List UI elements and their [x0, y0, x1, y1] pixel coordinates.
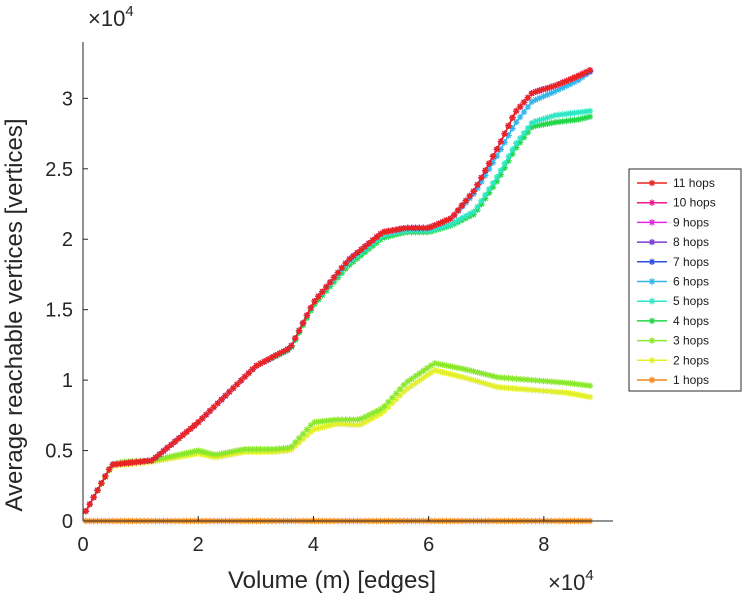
legend-marker [648, 179, 656, 187]
series-line [85, 369, 591, 512]
series-line [85, 70, 591, 512]
y-tick-label: 2 [62, 229, 73, 251]
series-markers [82, 66, 594, 515]
y-ticks: 0 0.5 1 1.5 2 2.5 3 [45, 88, 88, 533]
legend-item: 3 hops [637, 334, 709, 348]
legend-marker [648, 219, 656, 226]
legend-label: 11 hops [673, 176, 715, 190]
legend-label: 8 hops [673, 235, 709, 249]
legend-label: 5 hops [673, 294, 709, 308]
series-8-hops [82, 66, 594, 515]
legend: 11 hops 10 hops 9 hops 8 hops 7 hops 6 hops 5 … [628, 168, 742, 392]
x-tick-label: 8 [538, 534, 549, 556]
legend-marker [648, 199, 656, 206]
legend-label: 4 hops [673, 314, 709, 328]
x-tick-label: 0 [77, 534, 88, 556]
legend-item: 7 hops [637, 255, 709, 269]
y-tick-label: 0.5 [45, 441, 73, 463]
x-ticks: 0 2 4 6 8 [77, 516, 549, 556]
legend-marker [648, 298, 656, 305]
legend-item: 5 hops [637, 294, 709, 308]
legend-marker [648, 357, 656, 364]
series-markers [82, 66, 594, 515]
legend-marker [648, 258, 656, 265]
legend-label: 1 hops [673, 373, 709, 387]
legend-item: 1 hops [637, 373, 709, 387]
x-tick-label: 2 [193, 534, 204, 556]
series-11-hops [82, 66, 594, 515]
legend-item: 2 hops [637, 353, 709, 367]
legend-label: 9 hops [673, 215, 709, 229]
plot-area: 0 2 4 6 8 0 0.5 1 1.5 2 2.5 3 [45, 42, 613, 556]
y-tick-label: 0 [62, 511, 73, 533]
legend-label: 6 hops [673, 275, 709, 289]
series-line [85, 69, 591, 512]
y-tick-label: 3 [62, 88, 73, 110]
series-10-hops [82, 66, 594, 515]
series-3-hops [82, 360, 594, 515]
y-tick-label: 1 [62, 370, 73, 392]
legend-item: 11 hops [637, 176, 715, 190]
series-line [85, 69, 591, 512]
legend-label: 3 hops [673, 334, 709, 348]
legend-marker [648, 317, 656, 325]
legend-label: 2 hops [673, 353, 709, 367]
legend-item: 8 hops [637, 235, 709, 249]
series-markers [82, 68, 594, 515]
x-multiplier: ×104 [548, 567, 594, 595]
series-7-hops [82, 68, 594, 515]
series-2-hops [82, 367, 594, 515]
series-markers [82, 367, 594, 515]
legend-marker [648, 376, 656, 384]
series-markers [82, 68, 594, 515]
legend-items: 11 hops 10 hops 9 hops 8 hops 7 hops 6 hops 5 … [637, 176, 716, 387]
series-line [85, 362, 591, 512]
legend-label: 7 hops [673, 255, 709, 269]
series-markers [82, 66, 594, 515]
x-axis-label: Volume (m) [edges] [228, 567, 436, 594]
y-multiplier: ×104 [88, 3, 134, 31]
x-tick-label: 6 [423, 534, 434, 556]
series-9-hops [82, 66, 594, 515]
legend-marker [648, 238, 656, 246]
series-markers [82, 360, 594, 515]
series-line [85, 69, 591, 512]
legend-item: 4 hops [637, 314, 709, 328]
series-line [85, 69, 591, 512]
legend-marker [648, 337, 656, 344]
y-tick-label: 1.5 [45, 300, 73, 322]
series-layer [82, 66, 594, 525]
series-markers [82, 66, 594, 515]
series-line [85, 70, 591, 512]
y-tick-label: 2.5 [45, 159, 73, 181]
legend-item: 9 hops [637, 215, 709, 229]
legend-item: 6 hops [637, 275, 709, 289]
x-tick-label: 4 [308, 534, 319, 556]
legend-item: 10 hops [637, 196, 716, 210]
legend-label: 10 hops [673, 196, 716, 210]
legend-marker [648, 278, 656, 285]
series-6-hops [82, 68, 594, 515]
y-axis-label: Average reachable vertices [vertices] [1, 118, 28, 511]
legend-box [628, 168, 742, 392]
